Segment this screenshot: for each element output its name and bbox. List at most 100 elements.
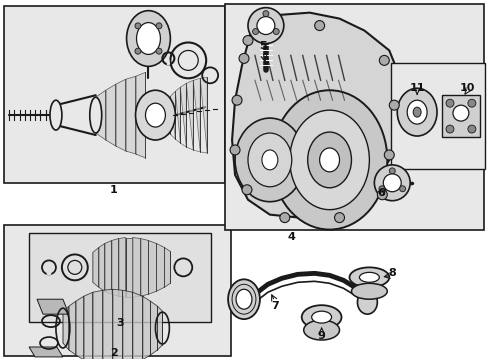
Ellipse shape: [412, 107, 420, 117]
Text: 10: 10: [458, 83, 474, 93]
Circle shape: [384, 150, 393, 160]
Ellipse shape: [90, 97, 102, 133]
Circle shape: [378, 186, 384, 192]
Ellipse shape: [407, 100, 426, 124]
Ellipse shape: [236, 289, 251, 309]
Ellipse shape: [359, 273, 379, 282]
Polygon shape: [132, 238, 140, 297]
Polygon shape: [96, 90, 105, 140]
Circle shape: [445, 125, 453, 133]
Bar: [4, 225, 231, 356]
Circle shape: [388, 100, 398, 110]
Bar: [29, 233, 211, 322]
Circle shape: [377, 190, 386, 200]
Polygon shape: [29, 347, 63, 357]
Ellipse shape: [262, 150, 277, 170]
Bar: [4, 6, 224, 183]
Polygon shape: [112, 289, 122, 360]
Text: 9: 9: [317, 331, 325, 341]
Polygon shape: [200, 152, 207, 153]
Ellipse shape: [289, 110, 368, 210]
Ellipse shape: [256, 17, 274, 35]
Polygon shape: [125, 238, 132, 297]
Text: 7: 7: [270, 301, 278, 311]
Ellipse shape: [126, 11, 170, 66]
Bar: [441, 95, 479, 137]
Circle shape: [156, 23, 162, 29]
Polygon shape: [180, 83, 186, 147]
Circle shape: [243, 36, 252, 45]
Ellipse shape: [311, 311, 331, 323]
Text: 1: 1: [109, 185, 117, 195]
Ellipse shape: [301, 305, 341, 329]
Polygon shape: [119, 238, 125, 297]
Ellipse shape: [374, 165, 409, 201]
Circle shape: [229, 145, 240, 155]
Polygon shape: [148, 240, 156, 294]
Ellipse shape: [136, 23, 160, 54]
Circle shape: [232, 95, 242, 105]
Wedge shape: [47, 267, 51, 274]
Text: 8: 8: [387, 268, 395, 278]
Polygon shape: [122, 290, 132, 360]
Polygon shape: [140, 239, 148, 296]
Text: 2: 2: [109, 348, 117, 358]
Circle shape: [263, 11, 268, 17]
Polygon shape: [69, 301, 76, 355]
Polygon shape: [193, 78, 200, 152]
Bar: [390, 63, 484, 169]
Ellipse shape: [247, 133, 291, 187]
Wedge shape: [167, 58, 169, 64]
Polygon shape: [93, 247, 99, 287]
Ellipse shape: [247, 8, 283, 44]
Polygon shape: [83, 292, 93, 360]
Text: 3: 3: [117, 318, 124, 328]
Polygon shape: [125, 76, 135, 154]
Polygon shape: [150, 301, 157, 355]
Polygon shape: [99, 243, 104, 291]
Polygon shape: [180, 143, 186, 147]
Ellipse shape: [319, 148, 339, 172]
Circle shape: [252, 28, 258, 35]
Ellipse shape: [396, 88, 436, 136]
Circle shape: [388, 168, 394, 174]
Polygon shape: [175, 139, 180, 143]
Polygon shape: [164, 247, 170, 287]
Ellipse shape: [383, 174, 401, 192]
Circle shape: [135, 48, 141, 54]
Polygon shape: [170, 91, 175, 139]
Polygon shape: [37, 299, 69, 314]
Circle shape: [399, 186, 405, 192]
Polygon shape: [135, 72, 145, 158]
Polygon shape: [200, 77, 207, 153]
Circle shape: [156, 48, 162, 54]
Polygon shape: [115, 79, 125, 151]
Polygon shape: [193, 150, 200, 152]
Text: 4: 4: [287, 231, 295, 242]
Polygon shape: [76, 296, 83, 360]
Circle shape: [379, 55, 388, 66]
Circle shape: [445, 99, 453, 107]
Text: 5: 5: [259, 41, 266, 51]
Circle shape: [452, 105, 468, 121]
Polygon shape: [157, 306, 162, 350]
Text: 11: 11: [408, 83, 424, 93]
Polygon shape: [111, 239, 119, 296]
Ellipse shape: [307, 132, 351, 188]
Circle shape: [334, 213, 344, 222]
Polygon shape: [232, 13, 398, 218]
Polygon shape: [170, 134, 175, 139]
Ellipse shape: [349, 267, 388, 287]
Circle shape: [273, 28, 279, 35]
Circle shape: [242, 185, 251, 195]
Polygon shape: [186, 80, 193, 150]
Ellipse shape: [271, 90, 386, 230]
Polygon shape: [175, 87, 180, 143]
Ellipse shape: [135, 90, 175, 140]
Polygon shape: [102, 289, 112, 360]
Polygon shape: [104, 240, 111, 294]
Ellipse shape: [50, 100, 62, 130]
Polygon shape: [63, 306, 69, 350]
Circle shape: [279, 213, 289, 222]
Ellipse shape: [303, 320, 339, 340]
